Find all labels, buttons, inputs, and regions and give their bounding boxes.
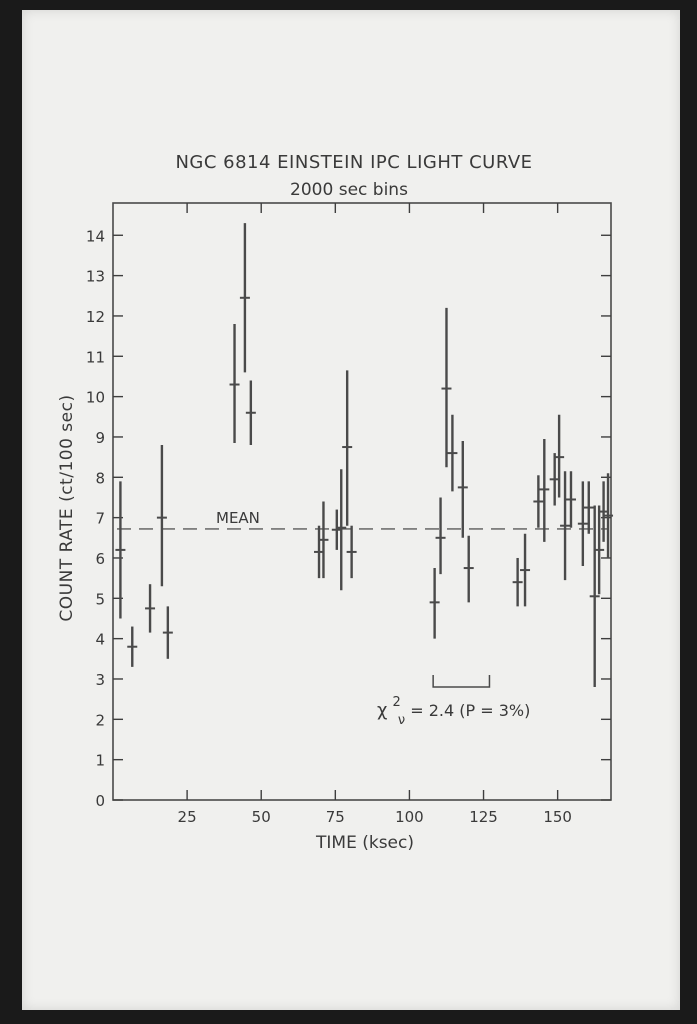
chi-superscript: 2 bbox=[393, 695, 401, 710]
data-point bbox=[245, 380, 256, 446]
data-point bbox=[565, 471, 576, 528]
data-point bbox=[127, 626, 138, 667]
data-point bbox=[533, 475, 544, 528]
y-tick-label: 12 bbox=[86, 308, 105, 326]
y-tick-label: 1 bbox=[95, 752, 105, 770]
data-point bbox=[577, 481, 588, 567]
data-point bbox=[594, 505, 605, 595]
data-point bbox=[583, 481, 594, 534]
data-point bbox=[554, 414, 565, 498]
data-point bbox=[457, 440, 468, 538]
x-tick-label: 25 bbox=[178, 808, 197, 826]
data-point bbox=[229, 324, 240, 444]
data-point bbox=[239, 223, 250, 373]
chi-square-annotation: χ 2 ν = 2.4 (P = 3%) bbox=[377, 691, 530, 728]
data-point bbox=[318, 501, 329, 579]
y-tick-label: 5 bbox=[95, 590, 105, 608]
data-point bbox=[589, 505, 600, 688]
y-tick-label: 9 bbox=[95, 429, 105, 447]
y-tick-label: 2 bbox=[95, 711, 105, 729]
y-tick-label: 11 bbox=[86, 348, 105, 366]
y-tick-label: 6 bbox=[95, 550, 105, 568]
chart-subtitle: 2000 sec bins bbox=[290, 180, 408, 200]
y-tick-label: 8 bbox=[95, 469, 105, 487]
data-point bbox=[512, 557, 523, 607]
x-axis-label: TIME (ksec) bbox=[315, 833, 414, 853]
data-points bbox=[115, 223, 614, 688]
light-curve-figure: NGC 6814 EINSTEIN IPC LIGHT CURVE 2000 s… bbox=[57, 152, 614, 853]
data-point bbox=[560, 471, 571, 581]
data-point bbox=[447, 414, 458, 492]
x-axis-ticks: 25 50 75 100 125 150 bbox=[178, 203, 572, 826]
data-point bbox=[539, 438, 550, 542]
data-point bbox=[463, 535, 474, 603]
data-point bbox=[145, 584, 156, 633]
plot-frame bbox=[112, 202, 612, 801]
y-tick-label: 4 bbox=[95, 631, 105, 649]
chi-square-bracket bbox=[432, 674, 491, 688]
y-tick-label: 10 bbox=[86, 389, 105, 407]
x-tick-label: 50 bbox=[252, 808, 271, 826]
data-point bbox=[162, 606, 173, 659]
x-tick-label: 125 bbox=[469, 808, 498, 826]
chi-symbol: χ bbox=[377, 700, 387, 721]
x-tick-label: 150 bbox=[543, 808, 572, 826]
y-axis-label: COUNT RATE (ct/100 sec) bbox=[57, 394, 77, 621]
chi-value: = 2.4 (P = 3%) bbox=[410, 701, 530, 720]
data-point bbox=[429, 568, 440, 639]
y-tick-label: 7 bbox=[95, 510, 105, 528]
x-tick-label: 100 bbox=[395, 808, 424, 826]
data-point bbox=[441, 307, 452, 468]
chi-subscript: ν bbox=[398, 713, 405, 728]
data-point bbox=[115, 481, 126, 619]
y-tick-label: 3 bbox=[95, 671, 105, 689]
y-tick-label: 14 bbox=[86, 227, 105, 245]
data-point bbox=[603, 473, 614, 558]
data-point bbox=[156, 445, 167, 587]
slide-mount: NGC 6814 EINSTEIN IPC LIGHT CURVE 2000 s… bbox=[22, 10, 680, 1010]
data-point bbox=[342, 370, 353, 526]
mean-label: MEAN bbox=[216, 509, 260, 527]
data-point bbox=[520, 533, 531, 607]
chart-title: NGC 6814 EINSTEIN IPC LIGHT CURVE bbox=[175, 152, 532, 173]
data-point bbox=[336, 469, 347, 591]
y-tick-label: 0 bbox=[95, 792, 105, 810]
data-point bbox=[435, 497, 446, 575]
y-tick-label: 13 bbox=[86, 268, 105, 286]
x-tick-label: 75 bbox=[326, 808, 345, 826]
data-point bbox=[346, 525, 357, 579]
